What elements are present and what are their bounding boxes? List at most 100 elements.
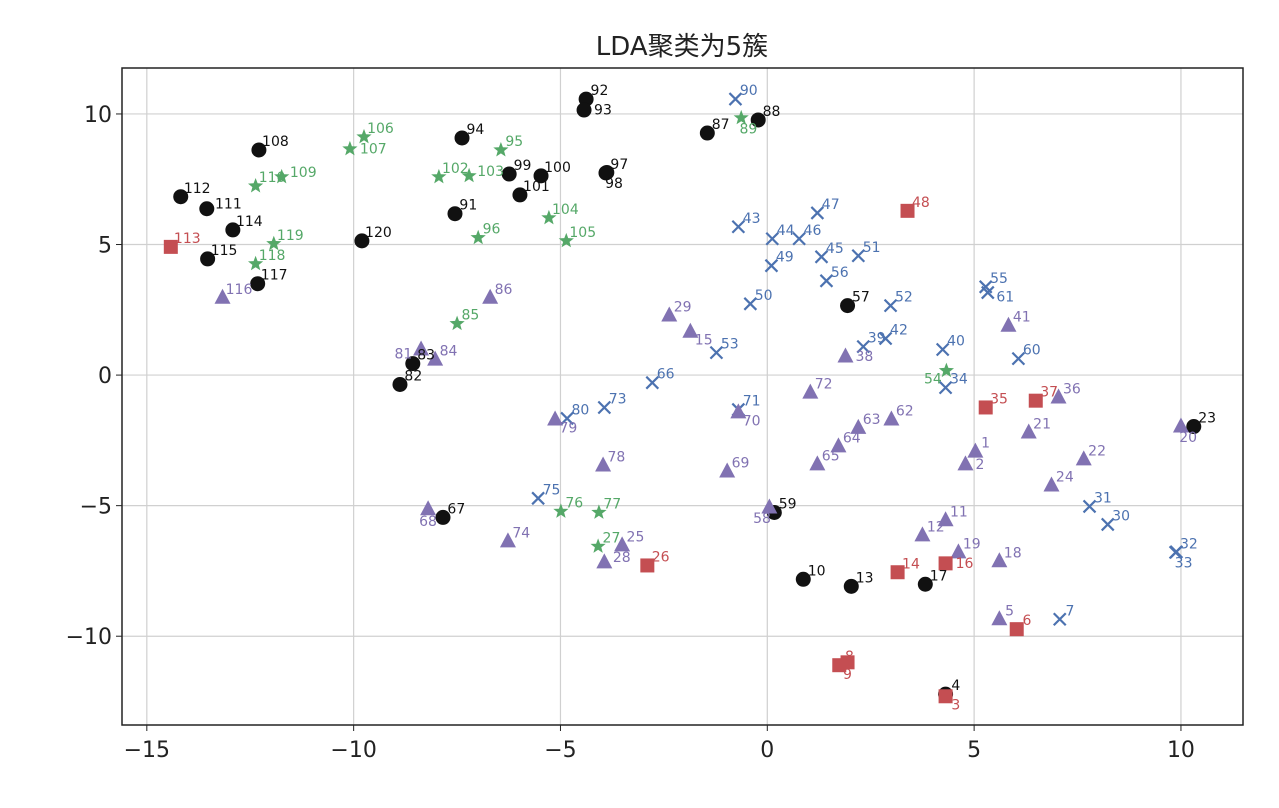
star-marker [266,235,282,251]
data-points [163,91,1202,704]
circle-marker [392,376,408,392]
x-tick-label: 0 [760,738,774,763]
x-marker [1011,351,1026,366]
circle-marker [454,130,470,146]
y-tick-label: 0 [98,364,112,389]
point-label: 15 [695,333,713,349]
x-marker [731,219,746,234]
star-marker [248,178,264,193]
circle-marker [405,356,421,372]
point-label: 50 [755,288,773,304]
circle-marker [1186,419,1202,435]
point-label: 57 [852,290,870,306]
point-label: 86 [495,282,513,298]
x-marker [1100,517,1115,532]
star-marker [356,128,372,144]
point-label: 120 [365,225,392,241]
point-label: 85 [461,308,479,324]
point-label: 54 [924,372,942,388]
star-marker [591,504,607,519]
point-label: 110 [259,170,286,186]
point-label: 53 [721,337,739,353]
point-label: 92 [591,83,609,99]
point-label: 63 [863,412,881,428]
triangle-marker [1075,450,1092,466]
point-label: 113 [174,231,201,247]
point-label: 75 [543,482,561,498]
x-marker [1082,499,1097,514]
axis-ticks: −15 −10 −5 0 5 10 −10 −5 0 5 10 [66,103,1195,763]
point-label: 98 [605,176,623,192]
point-label: 107 [360,141,387,157]
point-label: 69 [732,455,750,471]
circle-marker [225,222,241,238]
point-label: 80 [572,402,590,418]
point-label: 47 [822,197,840,213]
point-label: 93 [594,103,612,119]
triangle-marker [761,498,778,514]
point-label: 52 [895,290,913,306]
point-label: 105 [569,225,596,241]
y-tick-label: 10 [84,103,112,128]
point-label: 6 [1022,613,1031,629]
point-label: 28 [613,550,631,566]
circle-marker [199,201,215,217]
point-label: 64 [843,430,861,446]
cluster-3-series [248,109,954,553]
point-label: 13 [856,570,874,586]
circle-marker [512,187,528,203]
star-marker [342,140,358,156]
circle-marker [699,125,715,141]
point-label: 82 [404,369,422,385]
point-label: 78 [608,449,626,465]
x-marker [765,232,780,246]
point-label: 112 [184,181,211,197]
point-label: 89 [740,121,758,137]
y-tick-label: −5 [80,495,112,520]
triangle-marker [413,340,430,356]
point-label: 88 [763,104,781,120]
x-marker [531,491,545,506]
triangle-marker [719,462,736,478]
x-tick-label: −10 [330,738,376,763]
point-label: 8 [845,649,854,665]
triangle-marker [1000,316,1017,332]
point-label: 46 [804,223,822,239]
point-label: 34 [950,372,968,388]
point-label: 44 [777,223,795,239]
point-label: 19 [963,536,981,552]
point-label: 119 [277,228,304,244]
triangle-marker [1020,423,1037,439]
point-label: 55 [990,271,1008,287]
x-tick-label: −15 [124,738,170,763]
triangle-marker [730,403,747,419]
point-label: 66 [657,367,675,383]
point-label: 99 [514,158,532,174]
point-label: 35 [990,391,1008,407]
x-marker [1052,612,1067,627]
point-label: 95 [505,134,523,150]
point-label: 79 [560,420,578,436]
cluster-2-series [214,288,1189,626]
point-label: 108 [262,134,289,150]
circle-marker [173,189,189,205]
x-marker [792,232,806,246]
point-label: 20 [1179,430,1197,446]
star-marker [449,315,465,331]
point-label: 38 [855,349,873,365]
point-label: 29 [674,300,692,316]
square-marker [163,239,178,254]
point-label: 51 [863,240,881,256]
triangle-marker [837,347,854,363]
triangle-marker [991,552,1008,568]
square-marker [978,400,993,415]
point-label: 109 [290,165,317,181]
x-marker [856,339,871,354]
point-label: 49 [776,250,794,266]
triangle-marker [1043,476,1060,492]
point-label: 32 [1180,536,1198,552]
cluster-4-series [163,203,1043,704]
triangle-marker [967,442,984,458]
point-label: 42 [890,323,908,339]
x-marker [819,274,834,288]
